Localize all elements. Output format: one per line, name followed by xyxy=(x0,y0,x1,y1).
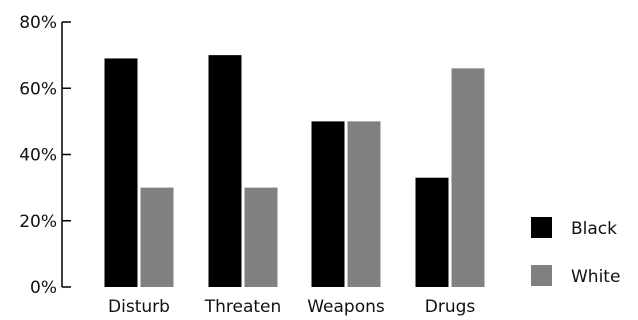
legend: Black White xyxy=(531,217,620,287)
y-tick-label: 20% xyxy=(19,212,57,232)
bar-white-disturb xyxy=(141,188,174,287)
y-tick-label: 80% xyxy=(19,13,57,33)
bar-white-weapons xyxy=(348,121,381,287)
bars xyxy=(105,55,485,287)
y-tick-label: 60% xyxy=(19,79,57,99)
y-axis: 0% 20% 40% 60% 80% xyxy=(19,13,71,298)
y-tick-label: 40% xyxy=(19,146,57,166)
x-category-label: Disturb xyxy=(108,297,170,317)
x-axis-labels: Disturb Threaten Weapons Drugs xyxy=(108,297,475,317)
bar-black-disturb xyxy=(105,58,138,287)
x-category-label: Drugs xyxy=(425,297,476,317)
bar-white-threaten xyxy=(245,188,278,287)
legend-label-white: White xyxy=(571,267,620,287)
bar-black-drugs xyxy=(416,178,449,287)
legend-label-black: Black xyxy=(571,219,617,239)
legend-swatch-black xyxy=(531,217,552,238)
bar-black-weapons xyxy=(312,121,345,287)
bar-white-drugs xyxy=(452,68,485,287)
x-category-label: Weapons xyxy=(307,297,385,317)
x-category-label: Threaten xyxy=(204,297,282,317)
bar-black-threaten xyxy=(209,55,242,287)
y-tick-label: 0% xyxy=(30,278,57,298)
legend-swatch-white xyxy=(531,265,552,286)
